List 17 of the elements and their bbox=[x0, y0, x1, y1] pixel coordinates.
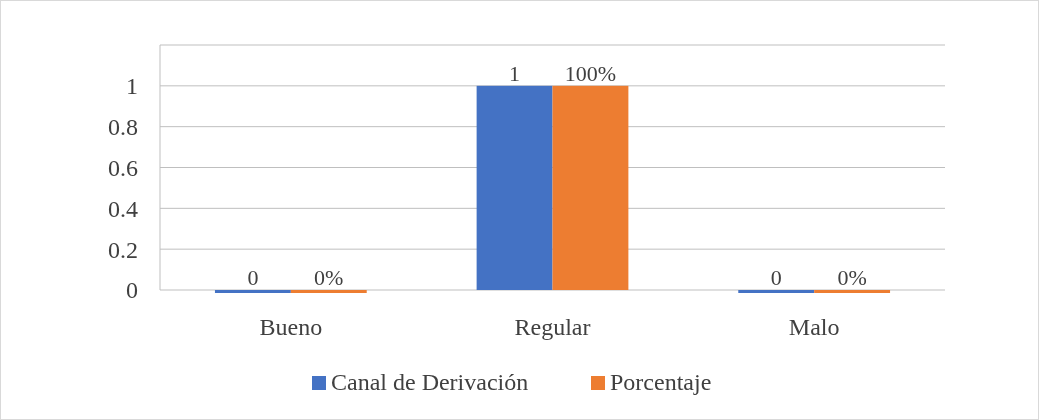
data-label: 0% bbox=[314, 265, 344, 290]
y-tick-label: 1 bbox=[126, 73, 138, 100]
legend-label: Porcentaje bbox=[610, 369, 712, 395]
legend-label: Canal de Derivación bbox=[331, 369, 529, 395]
y-tick-label: 0.8 bbox=[108, 114, 138, 141]
y-tick-label: 0 bbox=[126, 277, 138, 304]
y-tick-label: 0.6 bbox=[108, 154, 138, 181]
y-tick-label: 0.4 bbox=[108, 195, 138, 222]
data-label: 0 bbox=[247, 265, 259, 290]
x-tick-label: Regular bbox=[514, 314, 591, 340]
y-tick-label: 0.2 bbox=[108, 236, 138, 263]
data-label: 100% bbox=[564, 60, 617, 86]
x-tick-label: Malo bbox=[788, 314, 840, 340]
x-tick-label: Bueno bbox=[259, 314, 323, 340]
data-label: 0 bbox=[770, 265, 782, 290]
data-label: 1 bbox=[509, 60, 521, 86]
data-label: 0% bbox=[837, 265, 867, 290]
